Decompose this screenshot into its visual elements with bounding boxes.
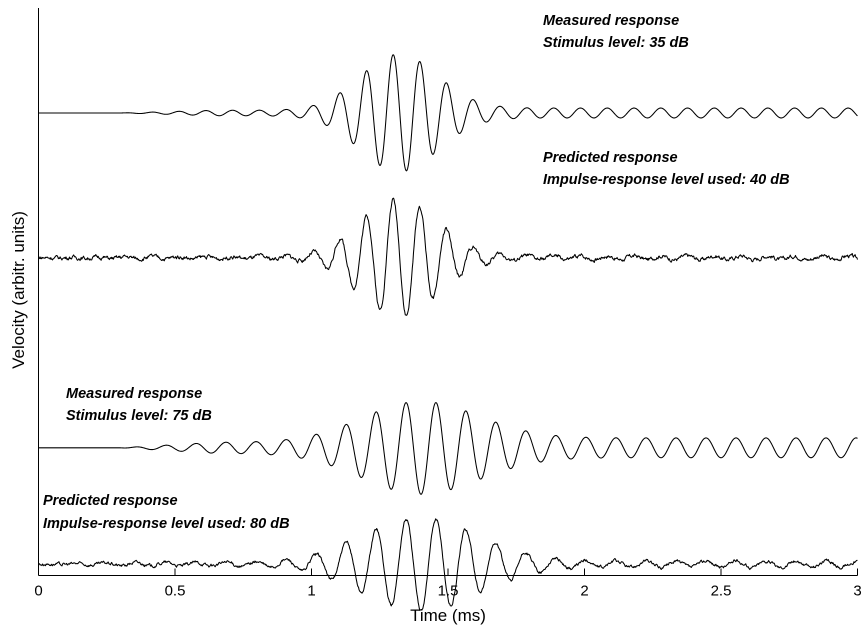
trace-series-2 [38,197,858,316]
x-tick-label: 3 [853,583,861,600]
annotation-line: Impulse-response level used: 40 dB [543,172,790,188]
x-tick-label: 1.5 [438,583,459,600]
x-ticks: 0 0.5 1 1.5 2 2.5 3 [34,568,862,600]
trace-series-3 [38,402,858,495]
annotation-line: Measured response [66,386,202,402]
x-tick-label: 0 [34,583,42,600]
x-tick-label: 0.5 [165,583,186,600]
trace-series-1 [38,54,858,172]
annotation-line: Predicted response [43,493,178,509]
annotation-line: Predicted response [543,150,678,166]
annotation-measured-35: Measured response Stimulus level: 35 dB [543,13,689,51]
y-axis-label: Velocity (arbitr. units) [9,211,28,369]
annotation-predicted-40: Predicted response Impulse-response leve… [543,150,790,188]
annotation-line: Impulse-response level used: 80 dB [43,516,290,532]
waveform-traces [38,54,858,611]
annotation-line: Stimulus level: 75 dB [66,408,212,424]
annotation-line: Measured response [543,13,679,29]
annotation-predicted-80: Predicted response Impulse-response leve… [43,493,290,532]
trace-series-4 [38,518,858,611]
x-axis-label: Time (ms) [410,606,486,625]
x-tick-label: 2.5 [711,583,732,600]
annotation-measured-75: Measured response Stimulus level: 75 dB [66,386,212,424]
x-tick-label: 2 [580,583,588,600]
x-tick-label: 1 [307,583,315,600]
annotation-line: Stimulus level: 35 dB [543,35,689,51]
